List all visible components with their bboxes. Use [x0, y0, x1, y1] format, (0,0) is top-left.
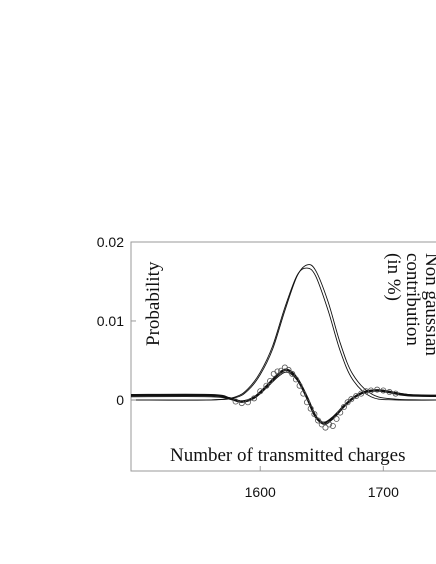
data-point	[326, 421, 333, 428]
data-point	[311, 411, 318, 418]
y2-label-line-1: Non gaussian	[421, 253, 436, 356]
data-point	[344, 399, 351, 406]
data-point	[300, 390, 307, 397]
data-point	[386, 389, 393, 396]
data-point	[358, 390, 365, 397]
data-point	[315, 417, 322, 424]
data-point	[263, 382, 270, 389]
data-point	[348, 396, 355, 403]
x-axis-label: Number of transmitted charges	[170, 445, 406, 466]
data-point	[244, 399, 251, 406]
series-line-2	[130, 267, 436, 401]
x-tick-label: 1700	[368, 484, 399, 500]
series-line-4	[130, 371, 436, 425]
data-point	[251, 395, 258, 402]
data-point	[232, 398, 239, 405]
series-line-1	[130, 264, 436, 401]
data-point	[329, 422, 336, 429]
data-point	[374, 386, 381, 393]
y-axis-label: Probability	[143, 261, 164, 346]
data-point	[292, 376, 299, 383]
x-tick-label: 1600	[245, 484, 276, 500]
data-point	[278, 367, 285, 374]
data-point	[238, 400, 245, 407]
data-point	[285, 366, 292, 373]
y-tick-label: 0.02	[97, 234, 124, 250]
y-tick-label: 0	[116, 392, 124, 408]
data-point	[367, 387, 374, 394]
data-point	[380, 387, 387, 394]
plot-frame	[130, 241, 436, 472]
data-point	[257, 388, 264, 395]
data-point	[333, 415, 340, 422]
data-point	[270, 370, 277, 377]
data-point	[289, 370, 296, 377]
data-point	[392, 390, 399, 397]
data-point	[353, 392, 360, 399]
data-point	[307, 405, 314, 412]
data-point	[274, 368, 281, 375]
y2-label-line-2: contribution	[402, 253, 423, 346]
y2-label-line-3: (in %)	[383, 253, 404, 301]
data-point	[337, 409, 344, 416]
data-point	[340, 404, 347, 411]
y-tick-label: 0.01	[97, 313, 124, 329]
data-point	[296, 382, 303, 389]
data-point	[322, 424, 329, 431]
data-point	[303, 399, 310, 406]
data-point	[267, 377, 274, 384]
data-point	[318, 421, 325, 428]
